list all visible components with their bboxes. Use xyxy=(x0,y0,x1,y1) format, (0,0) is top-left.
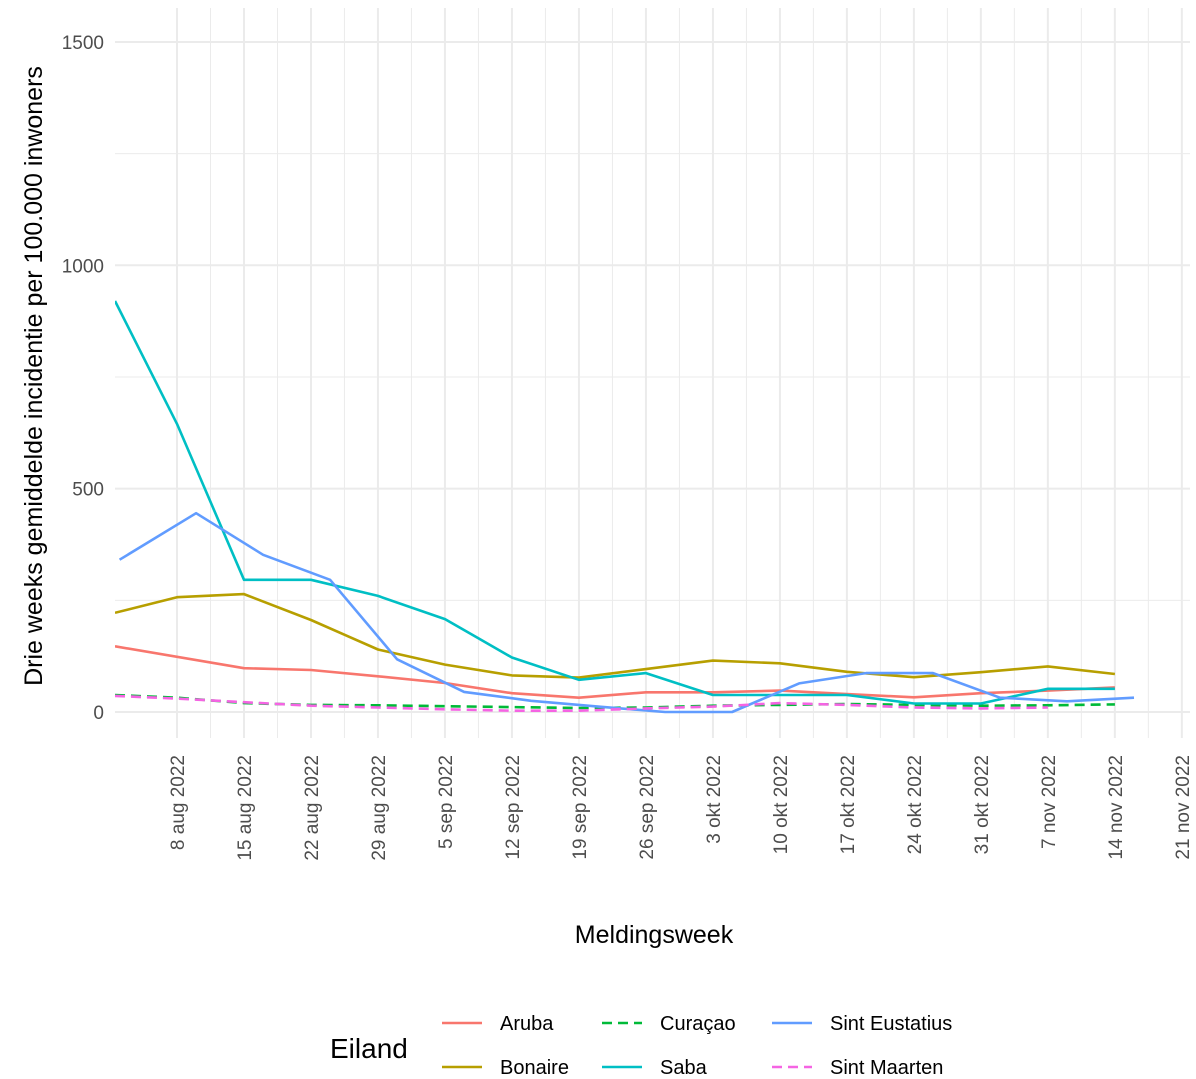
x-tick-label: 14 nov 2022 xyxy=(1106,755,1127,860)
x-axis-title: Meldingsweek xyxy=(575,921,734,949)
legend-label: Curaçao xyxy=(660,1013,736,1035)
y-tick-label: 500 xyxy=(72,480,104,501)
x-axis-tick-labels: 8 aug 2022 15 aug 2022 22 aug 2022 29 aug 2… xyxy=(168,755,1194,861)
series-line-aruba xyxy=(115,645,1115,700)
x-tick-label: 15 aug 2022 xyxy=(235,755,256,861)
series-line-bonaire xyxy=(115,592,1116,679)
series-line-sint-maarten xyxy=(115,694,1048,713)
series-line-saba xyxy=(115,300,1115,705)
series-lines xyxy=(115,300,1135,714)
legend-label: Bonaire xyxy=(500,1057,569,1079)
x-tick-label: 10 okt 2022 xyxy=(771,755,792,854)
x-tick-label: 29 aug 2022 xyxy=(369,755,390,861)
y-axis-title: Drie weeks gemiddelde incidentie per 100… xyxy=(20,66,48,686)
x-tick-label: 24 okt 2022 xyxy=(905,755,926,854)
legend-title: Eiland xyxy=(330,1033,408,1064)
y-tick-label: 0 xyxy=(93,703,104,724)
x-tick-label: 31 okt 2022 xyxy=(972,755,993,854)
y-tick-label: 1000 xyxy=(62,256,104,277)
x-tick-label: 17 okt 2022 xyxy=(838,755,859,854)
y-tick-label: 1500 xyxy=(62,33,104,54)
legend-label: Sint Maarten xyxy=(830,1057,943,1079)
legend-label: Aruba xyxy=(500,1013,554,1035)
x-tick-label: 19 sep 2022 xyxy=(570,755,591,860)
legend-label: Saba xyxy=(660,1057,708,1079)
major-gridlines xyxy=(115,8,1190,738)
legend: Eiland Aruba Bonaire Curaçao Saba Sint Eusta… xyxy=(330,1013,952,1079)
x-tick-label: 12 sep 2022 xyxy=(503,755,524,860)
series-line-cura-ao xyxy=(115,693,1115,710)
x-tick-label: 21 nov 2022 xyxy=(1173,755,1194,860)
y-axis-tick-labels: 0 500 1000 1500 xyxy=(62,33,104,724)
x-tick-label: 5 sep 2022 xyxy=(436,755,457,849)
x-tick-label: 7 nov 2022 xyxy=(1039,755,1060,849)
x-tick-label: 26 sep 2022 xyxy=(637,755,658,860)
legend-label: Sint Eustatius xyxy=(830,1013,952,1035)
minor-gridlines xyxy=(115,8,1190,738)
x-tick-label: 22 aug 2022 xyxy=(302,755,323,861)
x-tick-label: 8 aug 2022 xyxy=(168,755,189,850)
x-tick-label: 3 okt 2022 xyxy=(704,755,725,844)
